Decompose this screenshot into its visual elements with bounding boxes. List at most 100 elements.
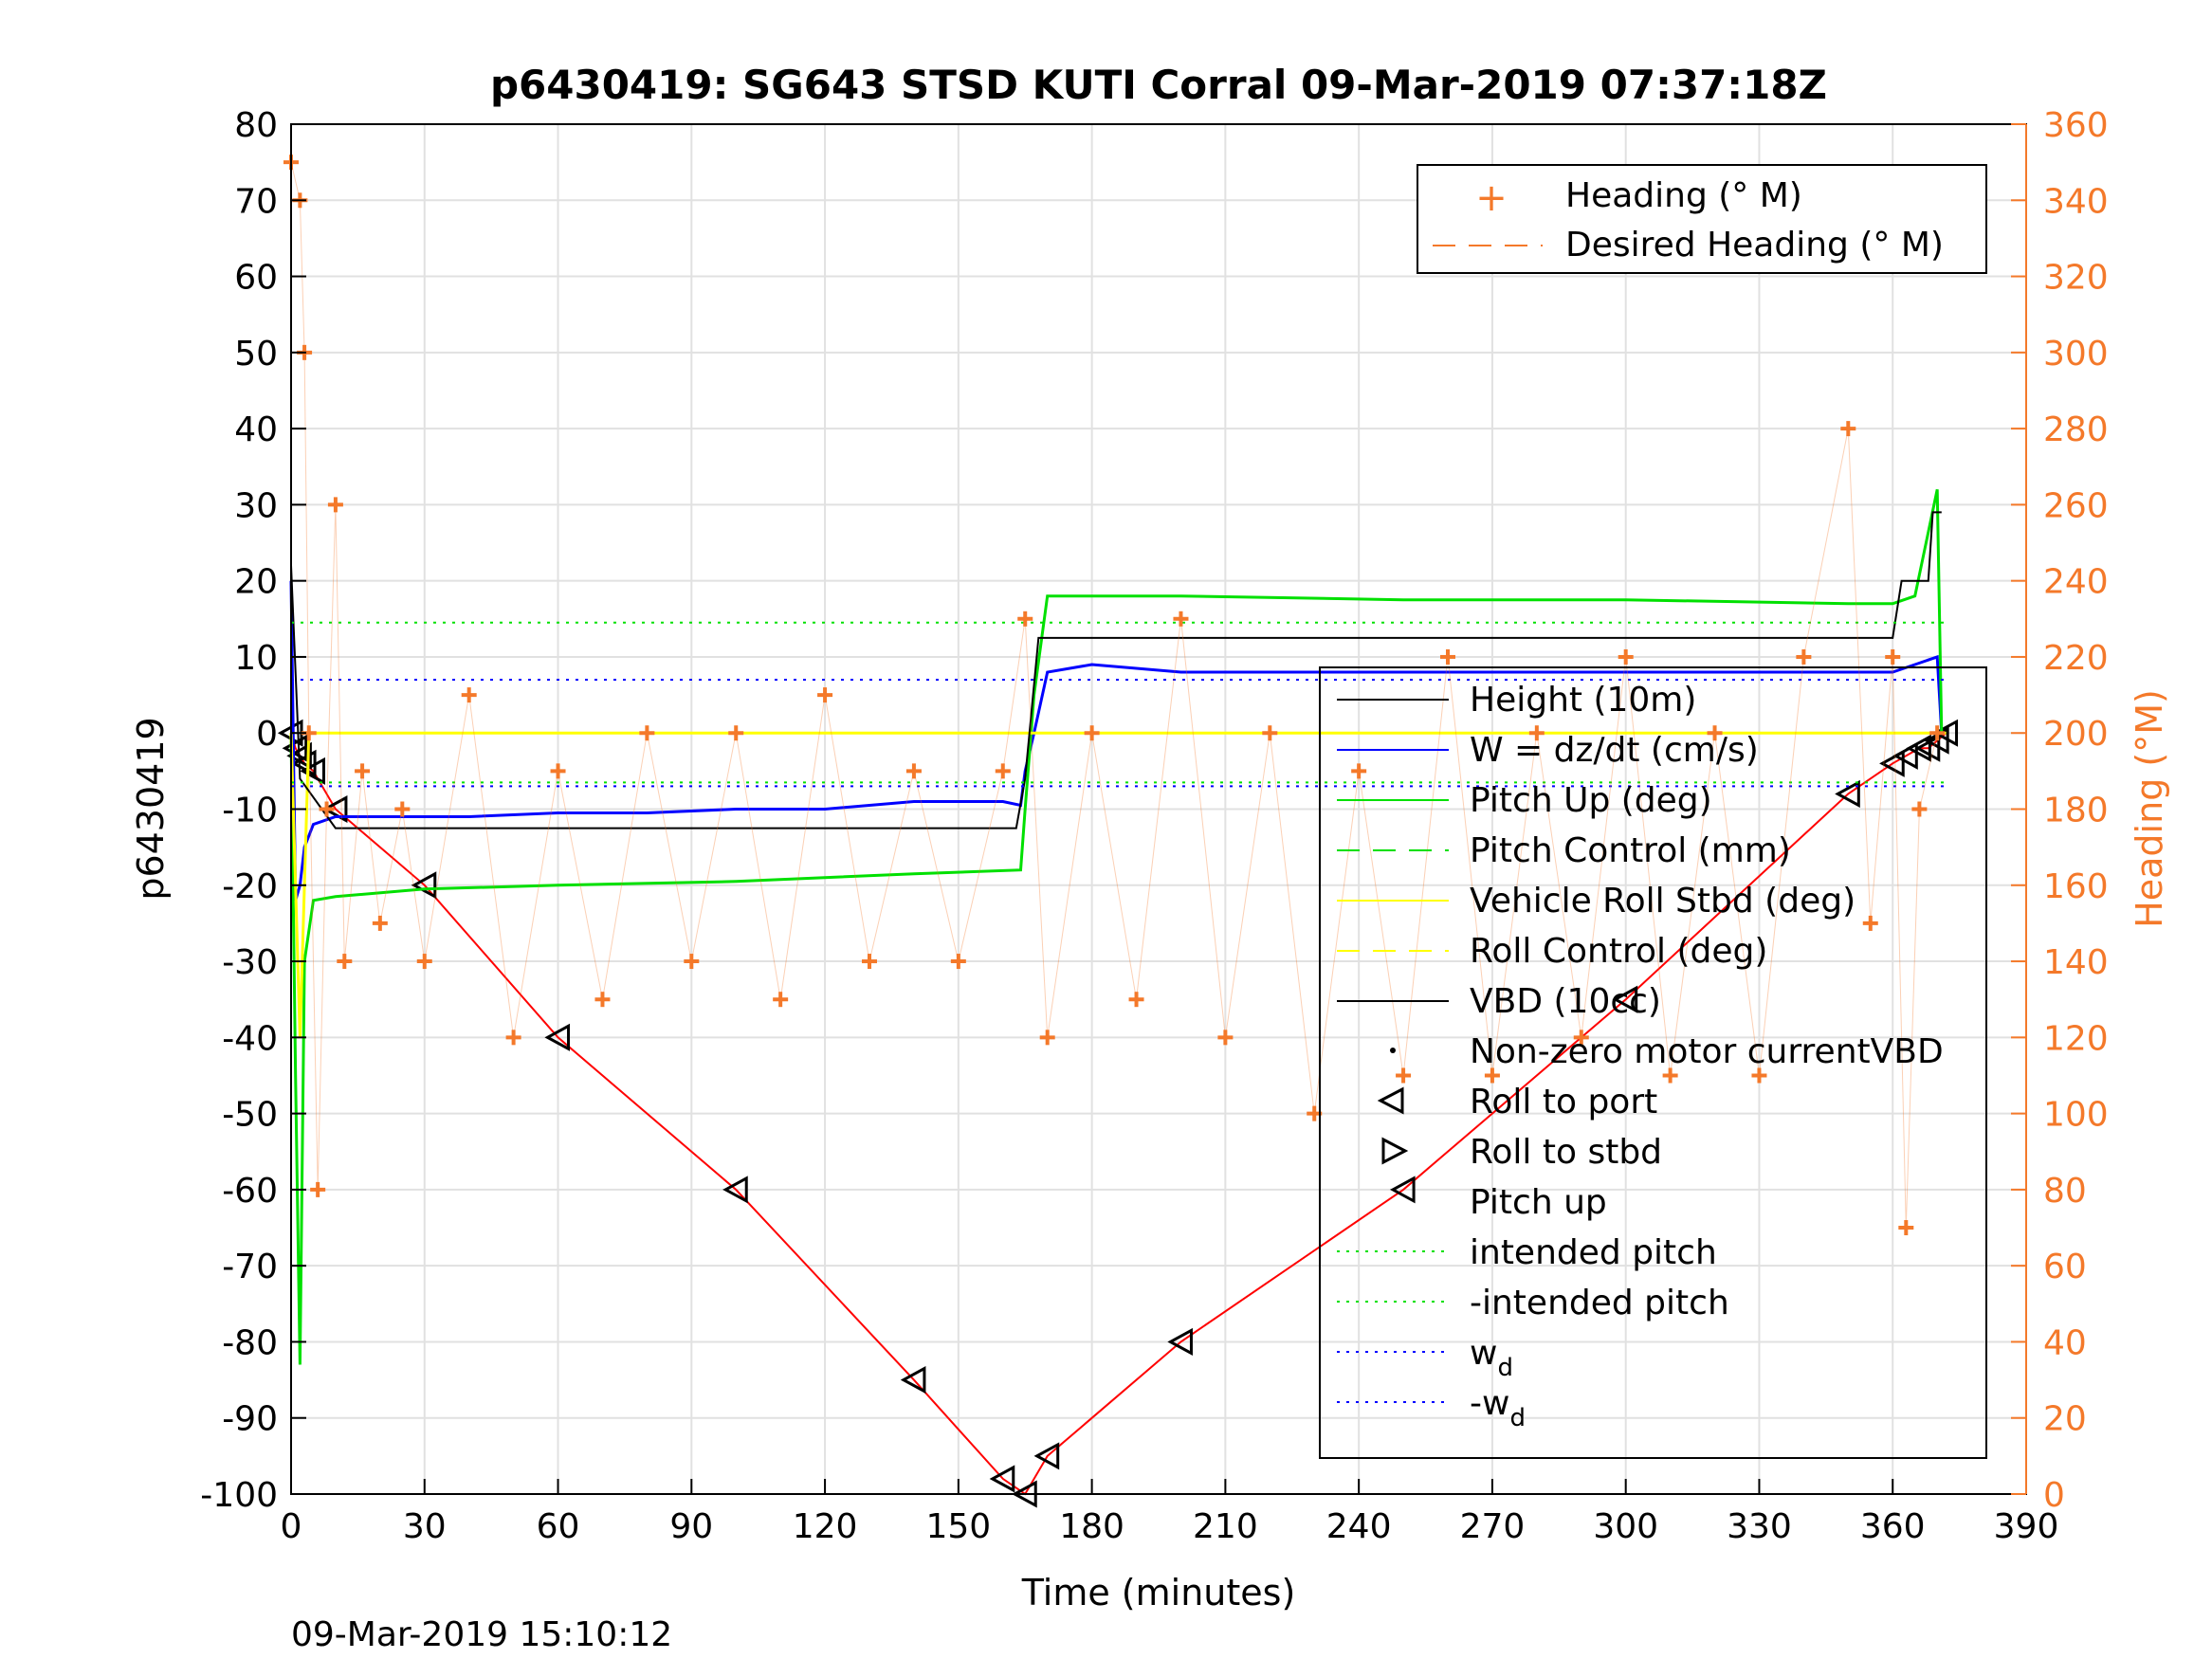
y-tick-label: -100 xyxy=(200,1476,278,1515)
y-right-tick-label: 120 xyxy=(2043,1019,2109,1058)
x-tick-label: 120 xyxy=(793,1507,858,1546)
roll-marker xyxy=(989,1465,1015,1493)
y-right-tick-label: 300 xyxy=(2043,335,2109,374)
y-tick-label: 0 xyxy=(256,715,278,754)
legend-neg-wd-base: -w xyxy=(1470,1384,1509,1423)
y-right-tick-label: 180 xyxy=(2043,792,2109,830)
series-heading-trace xyxy=(290,161,1938,1229)
y-tick-label: -30 xyxy=(222,943,278,982)
roll-marker xyxy=(900,1366,926,1395)
legend-heading-label: Heading (° M) xyxy=(1565,176,1802,215)
legend-w-label: W = dz/dt (cm/s) xyxy=(1470,731,1759,770)
roll-marker xyxy=(544,1023,571,1051)
y-tick-label: -60 xyxy=(222,1172,278,1211)
series-vehicle-roll-stbd-deg xyxy=(289,731,1947,1038)
y-right-tick-label: 360 xyxy=(2043,106,2109,145)
legend-heading-box xyxy=(1417,164,1987,274)
x-tick-label: 270 xyxy=(1460,1507,1526,1546)
heading-point xyxy=(394,801,411,817)
legend-intended-pitch-label: intended pitch xyxy=(1470,1233,1717,1272)
legend-roll-stbd-label: Vehicle Roll Stbd (deg) xyxy=(1470,882,1856,921)
x-tick-label: 30 xyxy=(403,1507,447,1546)
heading-point xyxy=(1262,725,1278,741)
y-axis-label: p6430419 xyxy=(130,717,172,900)
y-tick-label: -70 xyxy=(222,1248,278,1286)
heading-point xyxy=(1751,1067,1767,1084)
heading-point xyxy=(995,763,1011,779)
y-tick-label: 50 xyxy=(234,335,278,374)
legend-heading-plus-marker: + xyxy=(1475,176,1508,220)
legend-neg-intended-pitch-label: -intended pitch xyxy=(1470,1284,1729,1322)
legend-roll-control-label: Roll Control (deg) xyxy=(1470,932,1767,971)
x-tick-label: 210 xyxy=(1193,1507,1258,1546)
x-axis-label: Time (minutes) xyxy=(1021,1572,1296,1613)
legend-pitch-control-label: Pitch Control (mm) xyxy=(1470,831,1791,870)
heading-point xyxy=(327,497,343,513)
y-axis-label-right: Heading (°M) xyxy=(2129,689,2170,928)
legend-roll-port-marker xyxy=(1377,1086,1404,1115)
heading-point xyxy=(684,954,700,970)
x-tick-label: 240 xyxy=(1326,1507,1392,1546)
legend-neg-wd-sub: d xyxy=(1509,1404,1526,1432)
y-right-tick-label: 340 xyxy=(2043,182,2109,221)
legend-roll-stbd-marker-label: Roll to stbd xyxy=(1470,1133,1662,1172)
heading-point xyxy=(1796,648,1812,665)
heading-point xyxy=(1084,725,1100,741)
heading-point xyxy=(1017,611,1033,627)
legend-roll-port-label: Roll to port xyxy=(1470,1083,1657,1121)
y-tick-label: 30 xyxy=(234,486,278,525)
legend-vbd-label: VBD (10cc) xyxy=(1470,982,1661,1021)
heading-point xyxy=(1039,1030,1055,1046)
heading-point xyxy=(639,725,655,741)
x-tick-label: 180 xyxy=(1059,1507,1124,1546)
y-tick-label: 70 xyxy=(234,182,278,221)
legend-motor-current-marker xyxy=(1390,1048,1396,1053)
legend-desired-heading-label: Desired Heading (° M) xyxy=(1565,226,1944,264)
heading-point xyxy=(1707,725,1723,741)
y-right-tick-label: 280 xyxy=(2043,410,2109,449)
y-right-tick-label: 140 xyxy=(2043,943,2109,982)
x-tick-label: 0 xyxy=(281,1507,302,1546)
y-tick-label: 40 xyxy=(234,410,278,449)
heading-point xyxy=(1862,915,1878,931)
y-right-tick-label: 20 xyxy=(2043,1400,2087,1439)
heading-point xyxy=(416,954,432,970)
heading-point xyxy=(1618,648,1634,665)
x-axis: 0 30 60 90 120 150 180 210 240 270 300 330 360 390 xyxy=(281,1479,2058,1546)
y-tick-label: -20 xyxy=(222,867,278,906)
roll-marker xyxy=(411,871,437,900)
roll-marker xyxy=(1167,1327,1193,1356)
legend-neg-wd-label: -wd xyxy=(1470,1384,1526,1432)
heading-point xyxy=(950,954,966,970)
y-right-tick-label: 220 xyxy=(2043,639,2109,678)
heading-point xyxy=(862,954,877,970)
series-w-dz-dt-cm-s xyxy=(289,580,1944,902)
x-tick-label: 330 xyxy=(1727,1507,1792,1546)
y-right-tick-label: 80 xyxy=(2043,1172,2087,1211)
heading-point xyxy=(372,915,388,931)
y-tick-label: -80 xyxy=(222,1323,278,1362)
legend-wd-sub: d xyxy=(1497,1354,1513,1382)
heading-point xyxy=(1898,1220,1914,1236)
heading-point xyxy=(1840,421,1856,437)
y-axis-left: -100-90-80-70-60-50-40-30-20-10010203040… xyxy=(200,106,306,1515)
timestamp-footer: 09-Mar-2019 15:10:12 xyxy=(291,1615,672,1654)
roll-marker xyxy=(1892,741,1918,770)
y-tick-label: -40 xyxy=(222,1019,278,1058)
chart-title: p6430419: SG643 STSD KUTI Corral 09-Mar-… xyxy=(490,62,1827,108)
heading-point xyxy=(1528,725,1545,741)
y-axis-right: 0 20 40 60 80 100 120 140 160 180 200 220 240 260 280 3… xyxy=(2011,106,2109,1515)
heading-point xyxy=(1929,725,1946,741)
heading-point xyxy=(1885,648,1901,665)
heading-point xyxy=(1911,801,1928,817)
heading-point xyxy=(1128,992,1144,1008)
y-right-tick-label: 320 xyxy=(2043,259,2109,298)
roll-marker xyxy=(1906,734,1931,762)
series-pitch-up-deg xyxy=(289,488,1944,1365)
y-right-tick-label: 60 xyxy=(2043,1248,2087,1286)
x-tick-label: 300 xyxy=(1593,1507,1658,1546)
x-tick-label: 360 xyxy=(1860,1507,1926,1546)
legend-roll-stbd-marker xyxy=(1381,1137,1409,1165)
heading-point xyxy=(1440,648,1455,665)
y-right-tick-label: 160 xyxy=(2043,867,2109,906)
